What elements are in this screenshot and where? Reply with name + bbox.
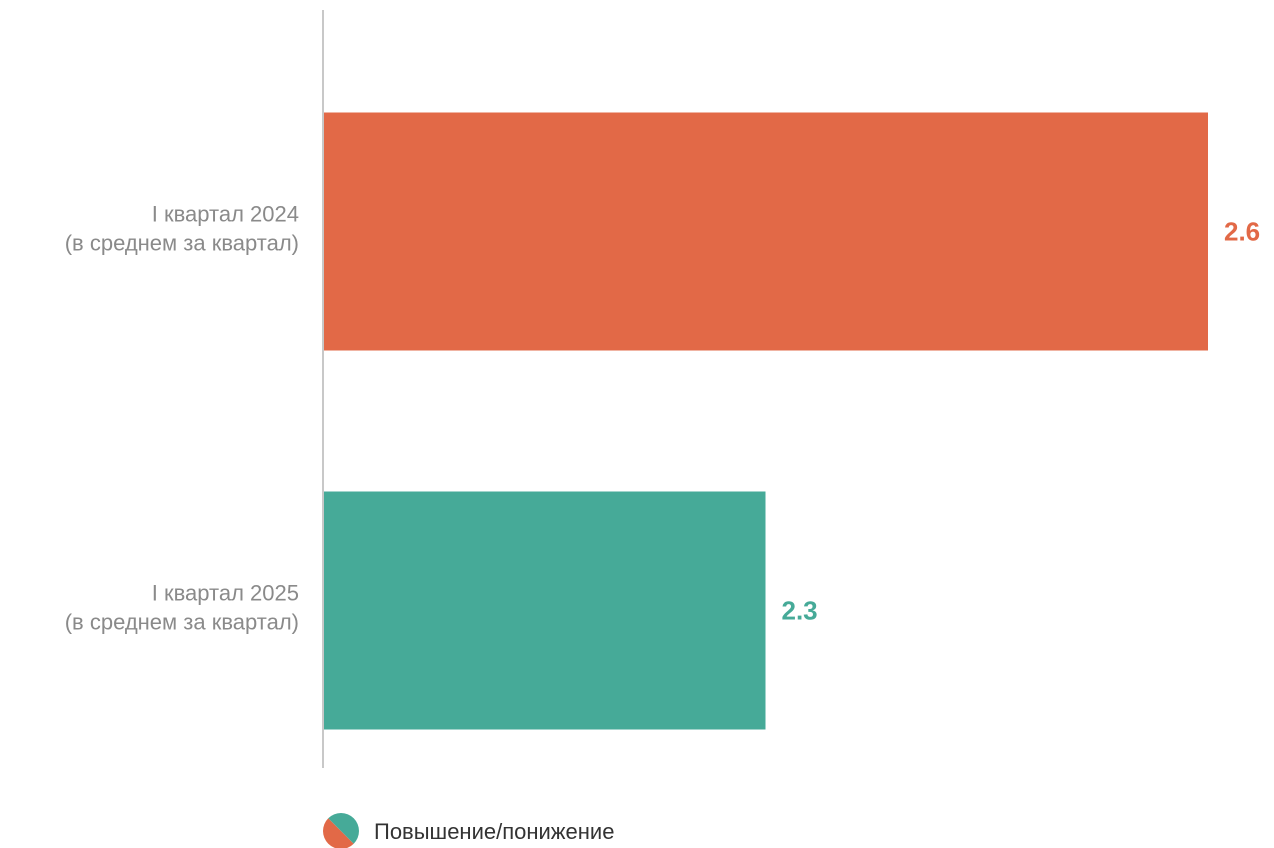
value-labels-group: 2.6 2.3 bbox=[782, 217, 1261, 626]
category-label-1: I квартал 2024 (в среднем за квартал) bbox=[65, 202, 299, 256]
category-labels-group: I квартал 2024 (в среднем за квартал)I кв… bbox=[65, 202, 299, 635]
category-label-line: (в среднем за квартал) bbox=[65, 231, 299, 256]
bars-group bbox=[324, 112, 1208, 730]
category-label-line: I квартал 2025 bbox=[152, 581, 299, 606]
bar-1 bbox=[324, 112, 1208, 351]
category-label-line: (в среднем за квартал) bbox=[65, 610, 299, 635]
value-label-1: 2.6 bbox=[1224, 217, 1260, 247]
bar-2 bbox=[324, 491, 766, 730]
legend-marker-icon bbox=[322, 813, 359, 848]
category-label-line: I квартал 2024 bbox=[152, 202, 299, 227]
legend-marker-half-2 bbox=[328, 813, 359, 844]
legend-label: Повышение/понижение bbox=[374, 819, 614, 844]
value-label-2: 2.3 bbox=[782, 596, 818, 626]
category-label-2: I квартал 2025 (в среднем за квартал) bbox=[65, 581, 299, 635]
legend: Повышение/понижение bbox=[322, 813, 614, 848]
legend-marker-half-1 bbox=[322, 818, 354, 848]
